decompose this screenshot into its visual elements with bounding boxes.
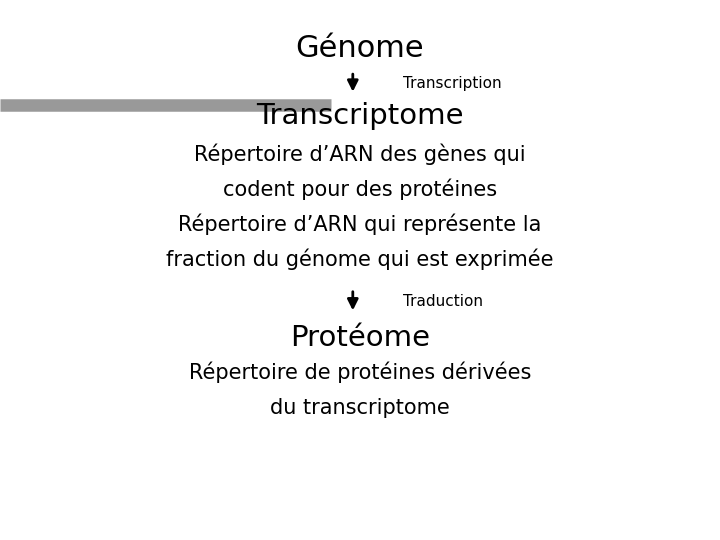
Text: Protéome: Protéome xyxy=(290,323,430,352)
Text: Répertoire d’ARN qui représente la: Répertoire d’ARN qui représente la xyxy=(179,213,541,235)
Text: Traduction: Traduction xyxy=(403,294,483,308)
Text: Génome: Génome xyxy=(296,34,424,63)
Text: Transcriptome: Transcriptome xyxy=(256,102,464,130)
Text: du transcriptome: du transcriptome xyxy=(270,397,450,418)
Text: codent pour des protéines: codent pour des protéines xyxy=(223,178,497,200)
Text: Répertoire de protéines dérivées: Répertoire de protéines dérivées xyxy=(189,362,531,383)
Text: Transcription: Transcription xyxy=(403,76,502,91)
Text: fraction du génome qui est exprimée: fraction du génome qui est exprimée xyxy=(166,248,554,270)
Text: Répertoire d’ARN des gènes qui: Répertoire d’ARN des gènes qui xyxy=(194,143,526,165)
